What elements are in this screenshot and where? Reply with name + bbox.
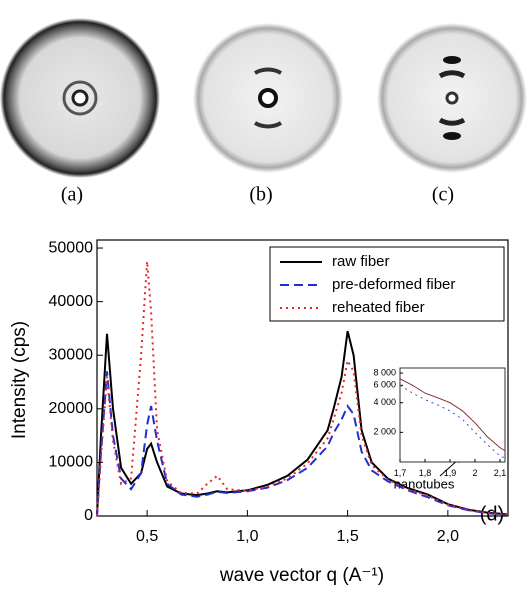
- y-tick-label: 0: [84, 507, 93, 524]
- x-tick-label: 1,5: [336, 528, 358, 545]
- diffraction-b: [193, 23, 343, 173]
- y-tick-label: 6 000: [373, 380, 396, 390]
- x-tick-label: 1,8: [419, 468, 432, 478]
- line-series: [96, 371, 509, 517]
- y-tick-label: 50000: [49, 239, 94, 256]
- panel-label: (b): [249, 184, 272, 206]
- x-axis-label: wave vector q (A⁻¹): [219, 565, 384, 586]
- legend-label: pre-deformed fiber: [332, 276, 455, 293]
- x-tick-label: 1,9: [444, 468, 457, 478]
- diffraction-c: [377, 23, 527, 173]
- x-tick-label: 2: [472, 468, 477, 478]
- y-tick-label: 2 000: [373, 427, 396, 437]
- line-series: [399, 384, 506, 459]
- diffraction-a: [0, 18, 160, 178]
- line-series: [399, 378, 506, 452]
- y-tick-label: 20000: [49, 400, 94, 417]
- y-tick-label: 10000: [49, 454, 94, 471]
- y-axis-label: Intensity (cps): [9, 321, 30, 439]
- plot-frame: [96, 239, 509, 517]
- panel-label: (a): [61, 184, 83, 206]
- x-tick-label: 1,7: [394, 468, 407, 478]
- x-tick-label: 1,0: [236, 528, 258, 545]
- legend-label: reheated fiber: [332, 299, 425, 316]
- panel-label: (c): [432, 184, 454, 206]
- y-tick-label: 4 000: [373, 397, 396, 407]
- y-tick-label: 8 000: [373, 367, 396, 377]
- annotation: nanotubes: [394, 476, 455, 491]
- x-tick-label: 2,0: [437, 528, 459, 545]
- x-tick-label: 2,1: [494, 468, 507, 478]
- y-tick-label: 30000: [49, 346, 94, 363]
- inset-frame: [399, 367, 506, 463]
- legend-label: raw fiber: [332, 253, 390, 270]
- x-tick-label: 0,5: [136, 528, 158, 545]
- line-series: [96, 261, 509, 517]
- y-tick-label: 40000: [49, 293, 94, 310]
